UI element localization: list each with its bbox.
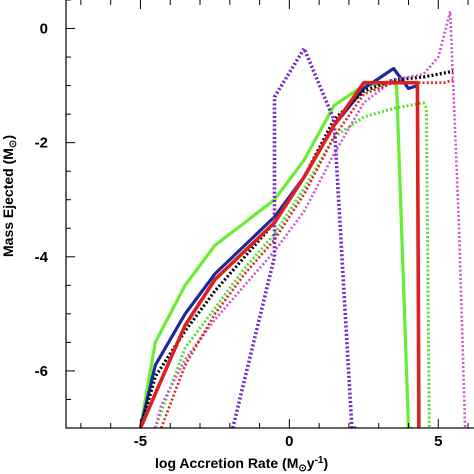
x-tick-label: -5	[134, 433, 147, 450]
x-axis-label-sub: ⊙	[298, 463, 306, 474]
series-line-6	[160, 78, 454, 428]
y-tick-label: -4	[35, 249, 49, 266]
x-tick-label: 5	[434, 433, 442, 450]
series-line-8	[138, 80, 421, 428]
y-tick-label: 0	[40, 21, 48, 38]
y-tick-label: -2	[35, 135, 48, 152]
x-axis-label: log Accretion Rate (M⊙y-1)	[155, 455, 328, 474]
plot-frame	[65, 0, 474, 429]
series-line-2	[138, 66, 418, 428]
x-axis-label-main: log Accretion Rate (M	[155, 455, 298, 471]
x-tick-label: 0	[285, 433, 293, 450]
series-line-3	[138, 69, 454, 428]
y-axis-label-sub: ⊙	[8, 140, 19, 148]
ticks-layer: -5 0 5 0 -2 -4 -6	[35, 0, 469, 450]
series-line-1	[138, 81, 412, 428]
x-axis-label-sup: -1	[315, 455, 324, 466]
y-axis-label: Mass Ejected (M⊙)	[0, 135, 19, 257]
y-tick-label: -6	[35, 363, 48, 380]
series-layer	[138, 10, 467, 428]
x-axis-label-tail: y	[307, 455, 315, 471]
y-axis-label-close: )	[0, 135, 16, 140]
y-axis-label-main: Mass Ejected (M	[0, 148, 16, 257]
x-axis-label-close: )	[323, 455, 328, 471]
series-line-4	[153, 101, 431, 428]
